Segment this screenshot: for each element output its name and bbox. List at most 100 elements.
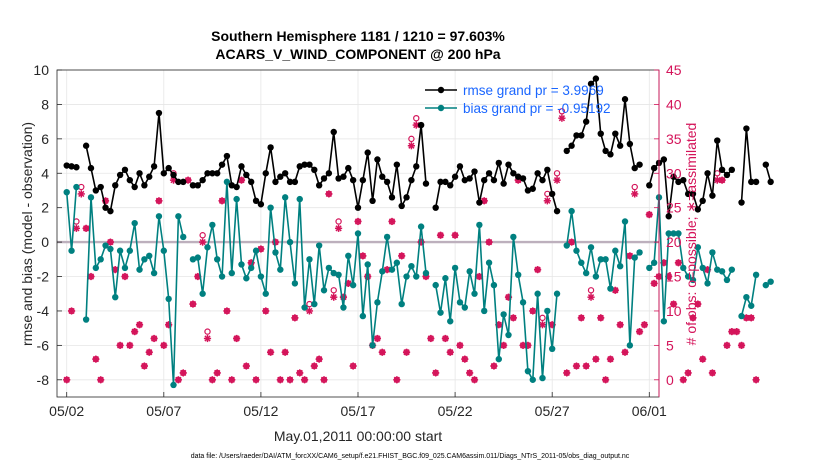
rmse-point (500, 180, 507, 187)
obs-assimilated-stroke (587, 294, 595, 301)
rmse-point (592, 75, 600, 82)
rmse-point (340, 173, 347, 180)
obs-assimilated-stroke (73, 225, 80, 232)
y-tick-label-left: 0 (41, 234, 49, 250)
obs-assimilated-marker (577, 314, 585, 322)
bias-point (107, 245, 114, 253)
bias-point (471, 290, 478, 297)
bias-point (214, 256, 221, 263)
rmse-point (451, 173, 459, 180)
bias-point (587, 244, 595, 251)
obs-assimilated-stroke (325, 190, 333, 198)
rmse-point (335, 175, 342, 182)
obs-assimilated-stroke (699, 356, 706, 363)
obs-assimilated-stroke (427, 335, 434, 342)
rmse-point (393, 161, 401, 168)
obs-assimilated-stroke (359, 252, 366, 260)
rmse-point (374, 156, 381, 163)
obs-assimilated-marker (203, 334, 212, 343)
obs-assimilated-marker (189, 300, 197, 308)
obs-assimilated-stroke (160, 342, 167, 349)
y-tick-label-left: 8 (41, 96, 49, 112)
obs-assimilated-stroke (286, 376, 294, 383)
bias-point (704, 280, 711, 287)
obs-count-markers (63, 108, 760, 384)
bias-point (325, 264, 333, 272)
bias-point (451, 264, 459, 272)
rmse-point (325, 170, 333, 177)
rmse-point (146, 173, 153, 180)
obs-assimilated-marker (679, 376, 687, 384)
bias-point (272, 249, 279, 256)
rmse-point (675, 178, 682, 186)
rmse-point (582, 118, 590, 125)
y-tick-label-left: 10 (33, 62, 49, 78)
obs-assimilated-stroke (621, 349, 629, 356)
obs-assimilated-stroke (408, 142, 415, 149)
legend: rmse grand pr = 3.9969 bias grand pr = -… (425, 83, 610, 116)
rmse-point (723, 171, 731, 179)
obs-assimilated-stroke (456, 342, 464, 349)
y-axis-label-left: rmse and bias (model - observation) (19, 122, 35, 346)
rmse-point (330, 128, 337, 136)
obs-assimilated-marker (601, 376, 610, 384)
obs-assimilated-marker (160, 341, 168, 349)
rmse-point (612, 130, 619, 137)
rmse-point (413, 163, 420, 170)
obs-assimilated-stroke (223, 307, 231, 315)
obs-assimilated-stroke (519, 342, 527, 349)
y-tick-label-right: 40 (666, 96, 682, 112)
bias-point (170, 381, 177, 389)
rmse-point (505, 161, 512, 168)
obs-assimilated-marker (568, 238, 576, 246)
rmse-point (364, 149, 371, 156)
obs-assimilated-stroke (718, 177, 726, 184)
rmse-point (476, 199, 483, 206)
bias-point (718, 268, 726, 275)
obs-assimilated-marker (131, 328, 139, 336)
bias-point (636, 249, 643, 256)
obs-assimilated-stroke (330, 294, 337, 301)
rmse-point (121, 166, 129, 174)
rmse-point (112, 182, 119, 189)
obs-assimilated-stroke (82, 225, 90, 232)
x-tick-label: 05/07 (146, 403, 181, 419)
obs-assimilated-stroke (442, 335, 449, 342)
rmse-point (311, 166, 318, 174)
rmse-point (665, 213, 672, 220)
obs-assimilated-marker (281, 348, 289, 356)
obs-assimilated-marker (407, 142, 416, 150)
obs-assimilated-stroke (684, 369, 692, 377)
rmse-point (660, 156, 668, 163)
bias-point (500, 311, 507, 318)
bias-point (141, 256, 148, 263)
obs-assimilated-stroke (252, 376, 260, 383)
obs-assimilated-stroke (228, 376, 235, 383)
obs-possible-marker (199, 232, 206, 239)
obs-assimilated-marker (635, 328, 644, 336)
rmse-point (150, 163, 158, 170)
rmse-point (544, 166, 551, 174)
rmse-point (291, 178, 299, 186)
obs-assimilated-stroke (204, 335, 211, 342)
obs-assimilated-stroke (461, 356, 468, 363)
bias-point (752, 271, 760, 279)
bias-point (680, 264, 687, 272)
rmse-point (408, 176, 415, 184)
rmse-point (383, 178, 391, 186)
obs-assimilated-stroke (199, 238, 206, 246)
y-tick-label-left: -8 (37, 372, 50, 388)
bias-point (223, 178, 231, 186)
bias-point (432, 281, 439, 289)
bias-point (689, 276, 697, 284)
bias-point (660, 318, 668, 325)
obs-assimilated-marker (621, 348, 629, 356)
rmse-point (199, 176, 206, 184)
obs-assimilated-stroke (155, 197, 163, 204)
rmse-point (238, 163, 245, 170)
obs-assimilated-stroke (451, 232, 459, 239)
bias-point (534, 290, 541, 297)
rmse-point (568, 142, 575, 149)
bias-point (349, 281, 357, 289)
obs-assimilated-stroke (238, 177, 245, 184)
